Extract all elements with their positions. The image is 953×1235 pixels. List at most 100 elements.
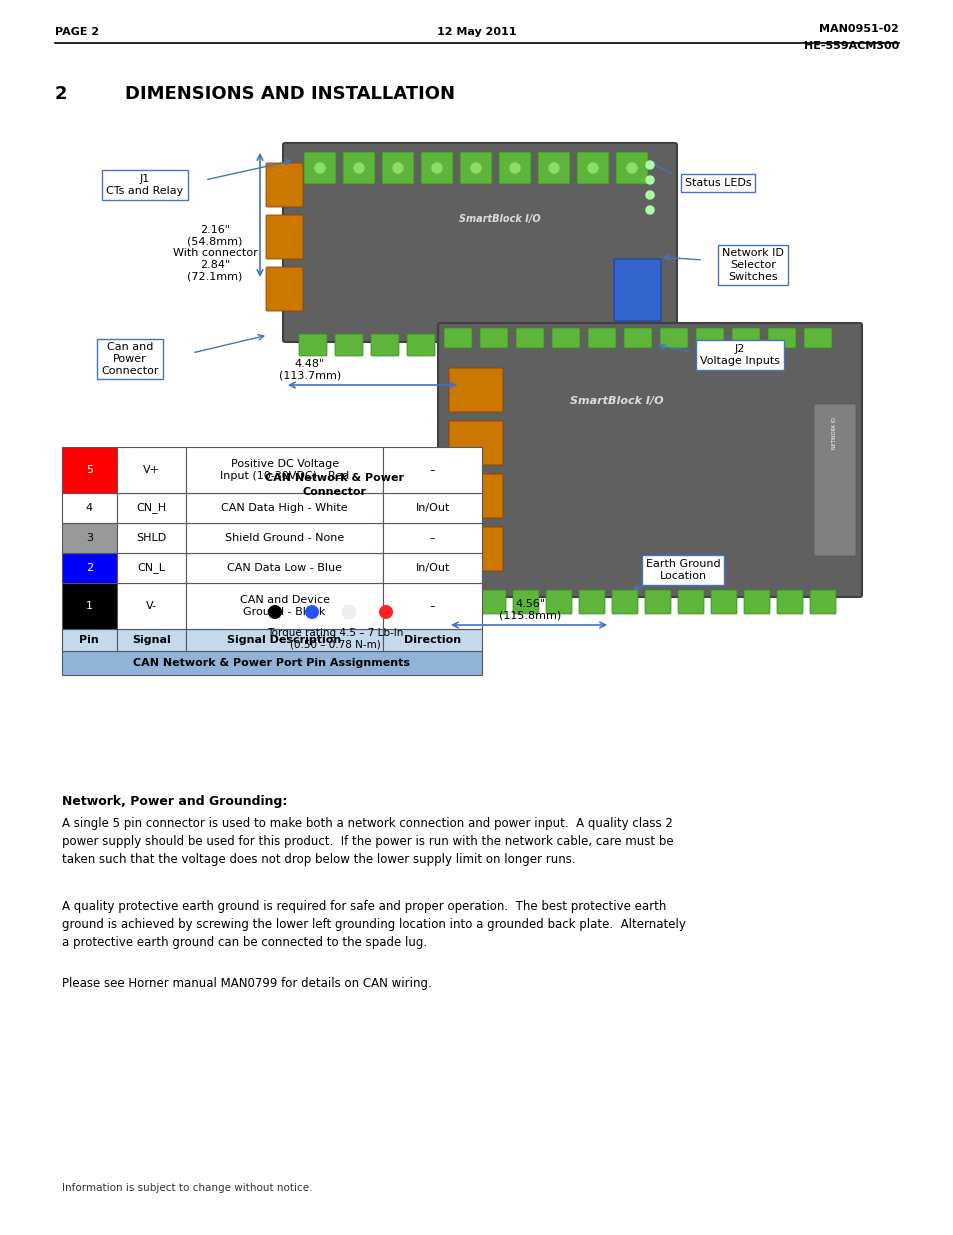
- FancyBboxPatch shape: [314, 559, 354, 592]
- FancyBboxPatch shape: [743, 590, 769, 614]
- FancyBboxPatch shape: [551, 333, 578, 356]
- Text: Earth Ground
Location: Earth Ground Location: [645, 559, 720, 580]
- Circle shape: [314, 163, 325, 173]
- FancyBboxPatch shape: [62, 629, 116, 651]
- Text: J2
Voltage Inputs: J2 Voltage Inputs: [700, 345, 780, 366]
- Text: 3: 3: [86, 534, 92, 543]
- Text: 12 May 2011: 12 May 2011: [436, 27, 517, 37]
- FancyBboxPatch shape: [253, 503, 416, 601]
- FancyBboxPatch shape: [537, 152, 569, 184]
- FancyBboxPatch shape: [186, 522, 383, 553]
- FancyBboxPatch shape: [62, 447, 116, 493]
- Text: In/Out: In/Out: [415, 563, 450, 573]
- FancyBboxPatch shape: [266, 215, 303, 259]
- FancyBboxPatch shape: [116, 447, 186, 493]
- FancyBboxPatch shape: [552, 329, 579, 348]
- Text: HE-559ACM300: HE-559ACM300: [803, 41, 898, 51]
- FancyBboxPatch shape: [383, 629, 481, 651]
- Text: Torque rating 4.5 – 7 Lb-In
(0.50 – 0.78 N-m): Torque rating 4.5 – 7 Lb-In (0.50 – 0.78…: [267, 629, 403, 650]
- Text: 2: 2: [86, 563, 92, 573]
- Text: A quality protective earth ground is required for safe and proper operation.  Th: A quality protective earth ground is req…: [62, 900, 685, 948]
- Circle shape: [305, 605, 318, 619]
- Circle shape: [548, 163, 558, 173]
- Text: SHLD: SHLD: [136, 534, 166, 543]
- FancyBboxPatch shape: [678, 590, 703, 614]
- Text: SmartBlock I/O: SmartBlock I/O: [458, 214, 539, 224]
- Text: MAN0951-02: MAN0951-02: [819, 23, 898, 35]
- FancyBboxPatch shape: [420, 152, 453, 184]
- FancyBboxPatch shape: [623, 329, 651, 348]
- Text: J1
CTs and Relay: J1 CTs and Relay: [107, 174, 183, 196]
- Text: Connector: Connector: [303, 487, 367, 496]
- FancyBboxPatch shape: [586, 333, 615, 356]
- FancyBboxPatch shape: [813, 404, 855, 556]
- Text: Pin: Pin: [79, 635, 99, 645]
- FancyBboxPatch shape: [478, 333, 506, 356]
- FancyBboxPatch shape: [383, 583, 481, 629]
- Circle shape: [645, 177, 654, 184]
- FancyBboxPatch shape: [116, 629, 186, 651]
- FancyBboxPatch shape: [710, 590, 737, 614]
- Circle shape: [268, 605, 282, 619]
- Circle shape: [471, 163, 480, 173]
- Text: 2.16"
(54.8mm)
With connector
2.84"
(72.1mm): 2.16" (54.8mm) With connector 2.84" (72.…: [172, 225, 257, 282]
- FancyBboxPatch shape: [577, 152, 608, 184]
- Circle shape: [645, 191, 654, 199]
- Text: Network, Power and Grounding:: Network, Power and Grounding:: [62, 795, 287, 808]
- Text: PAGE 2: PAGE 2: [55, 27, 99, 37]
- FancyBboxPatch shape: [776, 590, 802, 614]
- Text: CN_L: CN_L: [137, 563, 165, 573]
- FancyBboxPatch shape: [443, 329, 472, 348]
- Circle shape: [341, 605, 355, 619]
- FancyBboxPatch shape: [116, 493, 186, 522]
- FancyBboxPatch shape: [364, 559, 403, 592]
- Text: CAN Data Low - Blue: CAN Data Low - Blue: [227, 563, 342, 573]
- FancyBboxPatch shape: [304, 152, 335, 184]
- FancyBboxPatch shape: [186, 553, 383, 583]
- FancyBboxPatch shape: [616, 152, 647, 184]
- FancyBboxPatch shape: [447, 590, 473, 614]
- FancyBboxPatch shape: [62, 493, 116, 522]
- FancyBboxPatch shape: [343, 152, 375, 184]
- FancyBboxPatch shape: [449, 421, 502, 466]
- Text: V-: V-: [146, 601, 156, 611]
- FancyBboxPatch shape: [479, 590, 505, 614]
- Text: 1: 1: [86, 601, 92, 611]
- FancyBboxPatch shape: [266, 267, 303, 311]
- Text: CAN Data High - White: CAN Data High - White: [221, 503, 348, 513]
- FancyBboxPatch shape: [62, 553, 116, 583]
- FancyBboxPatch shape: [62, 522, 116, 553]
- Text: In/Out: In/Out: [415, 503, 450, 513]
- FancyBboxPatch shape: [696, 329, 723, 348]
- FancyBboxPatch shape: [587, 329, 616, 348]
- FancyBboxPatch shape: [186, 447, 383, 493]
- FancyBboxPatch shape: [449, 474, 502, 517]
- FancyBboxPatch shape: [513, 590, 538, 614]
- Circle shape: [645, 206, 654, 214]
- Circle shape: [354, 163, 364, 173]
- FancyBboxPatch shape: [407, 333, 435, 356]
- FancyBboxPatch shape: [298, 333, 327, 356]
- FancyBboxPatch shape: [449, 527, 502, 571]
- FancyBboxPatch shape: [186, 493, 383, 522]
- FancyBboxPatch shape: [186, 583, 383, 629]
- FancyBboxPatch shape: [62, 583, 116, 629]
- FancyBboxPatch shape: [186, 629, 383, 651]
- FancyBboxPatch shape: [516, 329, 543, 348]
- FancyBboxPatch shape: [515, 333, 542, 356]
- Text: Please see Horner manual MAN0799 for details on CAN wiring.: Please see Horner manual MAN0799 for det…: [62, 977, 432, 990]
- FancyBboxPatch shape: [612, 590, 638, 614]
- FancyBboxPatch shape: [479, 329, 507, 348]
- Text: CN_H: CN_H: [136, 503, 166, 514]
- FancyBboxPatch shape: [335, 333, 363, 356]
- FancyBboxPatch shape: [264, 559, 304, 592]
- Text: 4.48"
(113.7mm): 4.48" (113.7mm): [278, 359, 341, 380]
- FancyBboxPatch shape: [803, 329, 831, 348]
- Text: 2: 2: [55, 85, 68, 103]
- FancyBboxPatch shape: [809, 590, 835, 614]
- Text: CAN Network & Power: CAN Network & Power: [265, 473, 404, 483]
- FancyBboxPatch shape: [383, 493, 481, 522]
- Text: Can and
Power
Connector: Can and Power Connector: [101, 342, 158, 375]
- Text: CAN and Device
Ground - Black: CAN and Device Ground - Black: [239, 595, 329, 616]
- Text: Shield Ground - None: Shield Ground - None: [225, 534, 344, 543]
